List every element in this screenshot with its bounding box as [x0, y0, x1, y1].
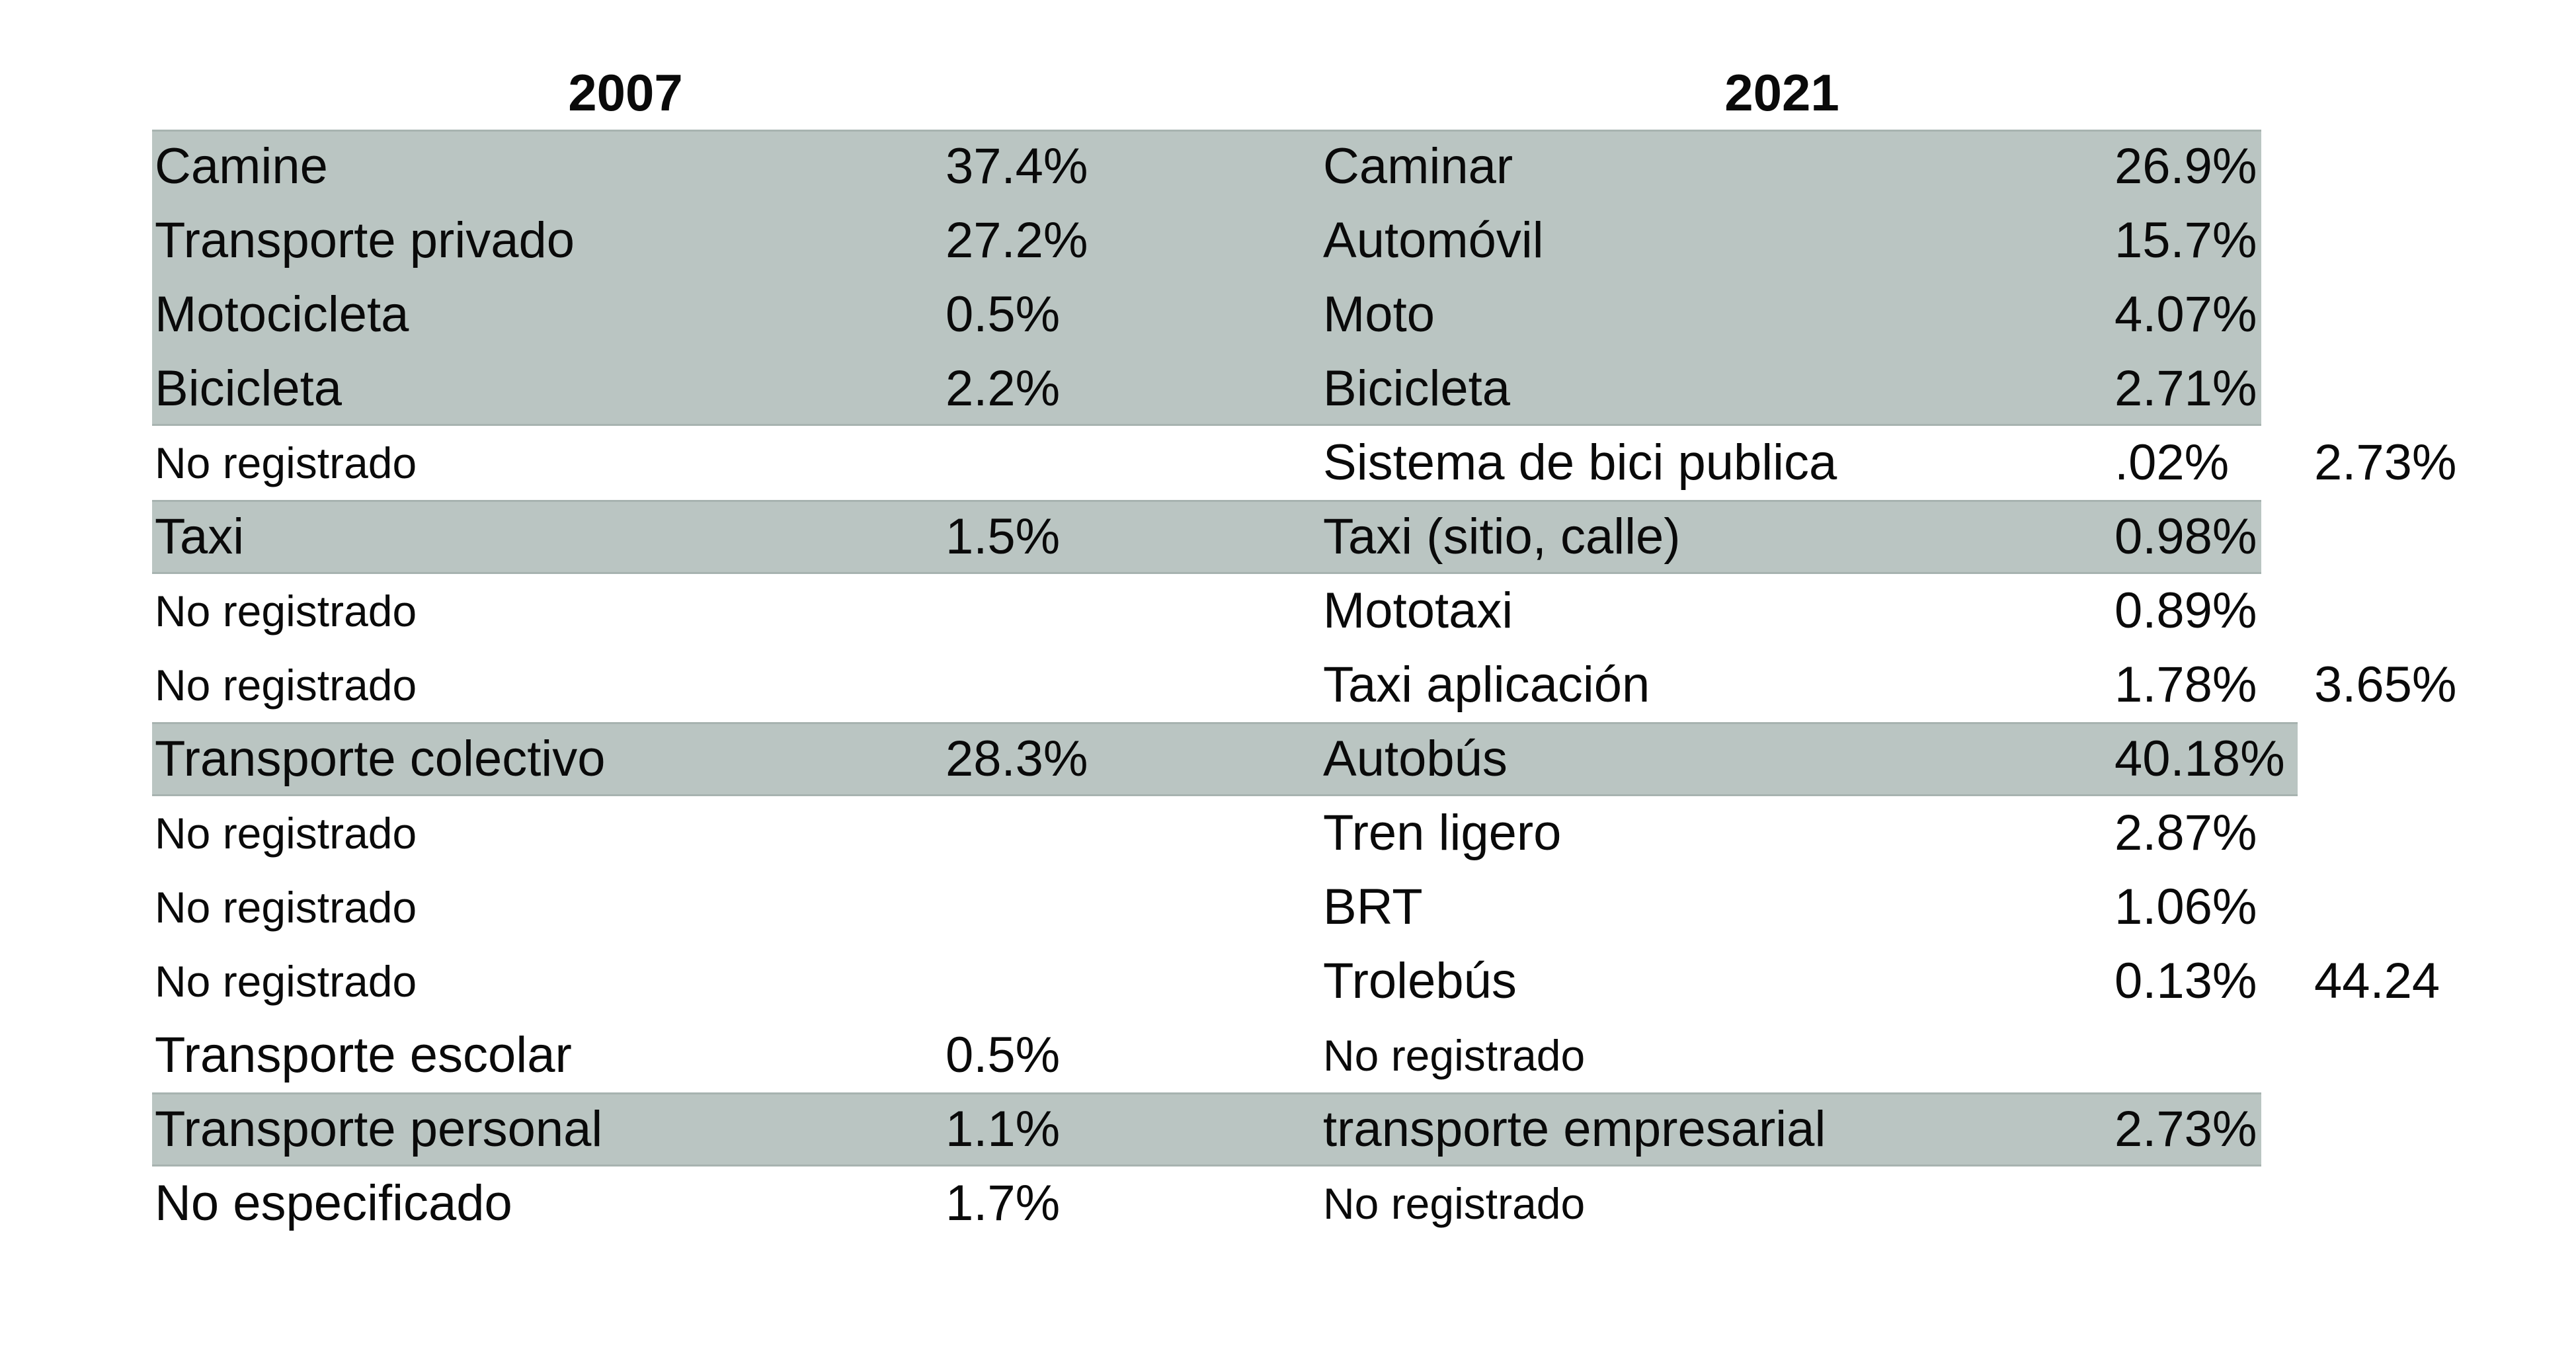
right-mode-value [2114, 1018, 2261, 1092]
left-mode-value: 27.2% [946, 212, 1088, 268]
group-total [2314, 500, 2552, 574]
table-row: No registrado Sistema de bici publica .0… [152, 426, 2572, 500]
left-mode-label: Taxi [155, 509, 245, 565]
left-mode-value: 1.7% [946, 1175, 1061, 1231]
right-mode-label: Autobús [1323, 731, 1508, 787]
right-mode-label: Bicicleta [1323, 360, 1510, 417]
right-mode-label: No registrado [1323, 1031, 1586, 1080]
left-mode-value [946, 870, 1323, 944]
group-total [2314, 352, 2552, 426]
table-row: No registrado Trolebús 0.13% 44.24 [152, 944, 2572, 1018]
group-total: 3.65% [2314, 657, 2457, 713]
left-mode-label: No registrado [155, 957, 417, 1006]
left-mode-value: 1.1% [946, 1101, 1061, 1157]
table-row: Transporte privado 27.2% Automóvil 15.7% [152, 204, 2572, 278]
group-total: 44.24 [2314, 953, 2440, 1009]
group-total [2314, 722, 2552, 796]
group-total [2314, 796, 2552, 870]
right-mode-value: 0.98% [2114, 509, 2257, 565]
left-mode-label: Transporte personal [155, 1101, 603, 1157]
right-mode-label: Sistema de bici publica [1323, 434, 1837, 491]
group-total [2314, 204, 2552, 278]
right-mode-label: Trolebús [1323, 953, 1517, 1009]
right-mode-value: 2.73% [2114, 1101, 2257, 1157]
right-mode-label: Caminar [1323, 138, 1513, 194]
right-mode-label: Taxi (sitio, calle) [1323, 509, 1681, 565]
right-mode-value: 40.18% [2114, 731, 2285, 787]
table-row: No registrado Taxi aplicación 1.78% 3.65… [152, 648, 2572, 722]
left-mode-label: Transporte colectivo [155, 731, 606, 787]
left-mode-value [946, 648, 1323, 722]
right-mode-label: BRT [1323, 879, 1423, 935]
right-mode-value: .02% [2114, 434, 2230, 491]
left-mode-label: No registrado [155, 438, 417, 487]
right-mode-label: Tren ligero [1323, 805, 1562, 861]
left-mode-label: Camine [155, 138, 328, 194]
right-mode-value: 2.87% [2114, 805, 2257, 861]
left-mode-value: 2.2% [946, 360, 1061, 417]
table-row: No registrado Tren ligero 2.87% [152, 796, 2572, 870]
left-mode-value [946, 944, 1323, 1018]
table-body: Camine 37.4% Caminar 26.9% Transporte pr… [152, 130, 2572, 1241]
left-mode-label: No registrado [155, 587, 417, 635]
right-mode-value: 26.9% [2114, 138, 2257, 194]
left-mode-value [946, 426, 1323, 500]
table-row: Bicicleta 2.2% Bicicleta 2.71% [152, 352, 2572, 426]
table-row: Taxi 1.5% Taxi (sitio, calle) 0.98% [152, 500, 2572, 574]
left-mode-label: No registrado [155, 661, 417, 710]
group-total [2314, 130, 2552, 204]
right-mode-value: 1.78% [2114, 657, 2257, 713]
table-row: Motocicleta 0.5% Moto 4.07% [152, 278, 2572, 352]
right-mode-value: 0.89% [2114, 583, 2257, 639]
left-mode-label: No registrado [155, 883, 417, 932]
left-mode-label: No especificado [155, 1175, 512, 1231]
table-row: Transporte escolar 0.5% No registrado [152, 1018, 2572, 1092]
group-total [2314, 574, 2552, 648]
table-row: No registrado BRT 1.06% [152, 870, 2572, 944]
right-mode-label: Automóvil [1323, 212, 1544, 268]
left-mode-label: Motocicleta [155, 286, 409, 343]
year-header-2007: 2007 [568, 63, 683, 122]
right-mode-value [2114, 1167, 2261, 1241]
table-row: No registrado Mototaxi 0.89% [152, 574, 2572, 648]
left-mode-value: 28.3% [946, 731, 1088, 787]
right-mode-label: No registrado [1323, 1179, 1586, 1228]
left-mode-label: Transporte escolar [155, 1027, 572, 1083]
right-mode-value: 0.13% [2114, 953, 2257, 1009]
right-mode-value: 2.71% [2114, 360, 2257, 417]
group-total: 2.73% [2314, 434, 2457, 491]
left-mode-label: Transporte privado [155, 212, 575, 268]
left-mode-value: 37.4% [946, 138, 1088, 194]
group-total [2314, 870, 2552, 944]
table-row: No especificado 1.7% No registrado [152, 1167, 2572, 1241]
right-mode-label: Taxi aplicación [1323, 657, 1650, 713]
left-mode-value: 0.5% [946, 1027, 1061, 1083]
left-mode-value: 0.5% [946, 286, 1061, 343]
table-row: Camine 37.4% Caminar 26.9% [152, 130, 2572, 204]
left-mode-value [946, 574, 1323, 648]
group-total [2314, 278, 2552, 352]
left-mode-label: No registrado [155, 809, 417, 858]
left-mode-value [946, 796, 1323, 870]
table-row: Transporte personal 1.1% transporte empr… [152, 1092, 2572, 1167]
left-mode-label: Bicicleta [155, 360, 342, 417]
group-total [2314, 1167, 2552, 1241]
right-mode-label: transporte empresarial [1323, 1101, 1826, 1157]
right-mode-value: 15.7% [2114, 212, 2257, 268]
group-total [2314, 1018, 2552, 1092]
right-mode-label: Moto [1323, 286, 1435, 343]
right-mode-value: 1.06% [2114, 879, 2257, 935]
right-mode-value: 4.07% [2114, 286, 2257, 343]
left-mode-value: 1.5% [946, 509, 1061, 565]
table-row: Transporte colectivo 28.3% Autobús 40.18… [152, 722, 2572, 796]
group-total [2314, 1092, 2552, 1167]
right-mode-label: Mototaxi [1323, 583, 1513, 639]
year-header-2021: 2021 [1724, 63, 1839, 122]
